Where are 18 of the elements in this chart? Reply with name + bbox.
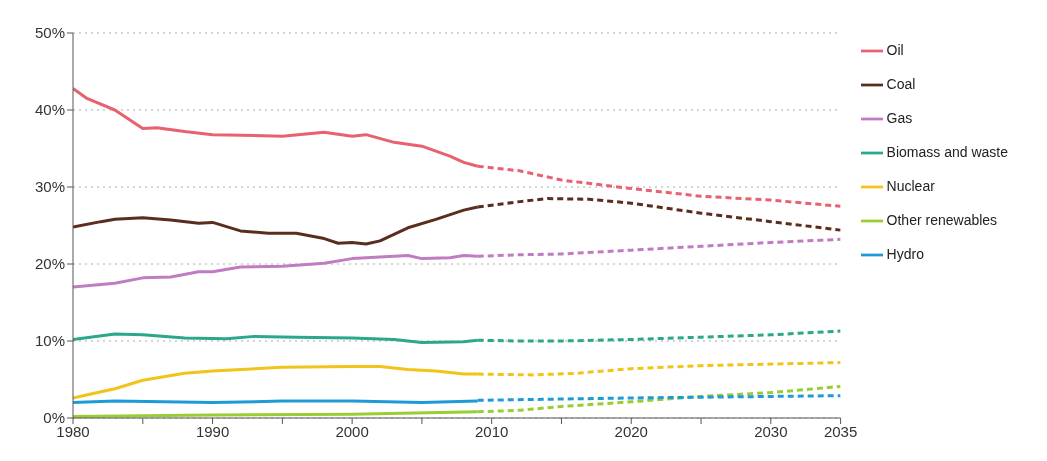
legend-label: Gas	[886, 110, 913, 126]
legend-label: Coal	[886, 76, 916, 92]
legend-label: Nuclear	[886, 178, 935, 194]
x-tick-label: 2010	[475, 422, 509, 440]
y-tick-label: 50%	[34, 24, 65, 42]
x-tick-label: 2020	[614, 422, 648, 440]
x-tick-label: 2030	[754, 422, 788, 440]
y-tick-label: 20%	[34, 255, 65, 273]
legend-label: Biomass and waste	[886, 144, 1008, 160]
y-tick-label: 40%	[34, 101, 65, 119]
legend-label: Hydro	[886, 246, 924, 262]
legend-label: Oil	[886, 42, 904, 58]
y-tick-label: 10%	[34, 332, 65, 350]
x-tick-label: 2000	[335, 422, 369, 440]
legend-label: Other renewables	[886, 212, 998, 228]
x-tick-label: 1990	[195, 422, 230, 440]
y-tick-label: 30%	[34, 178, 65, 196]
x-tick-label: 2035	[823, 422, 858, 440]
